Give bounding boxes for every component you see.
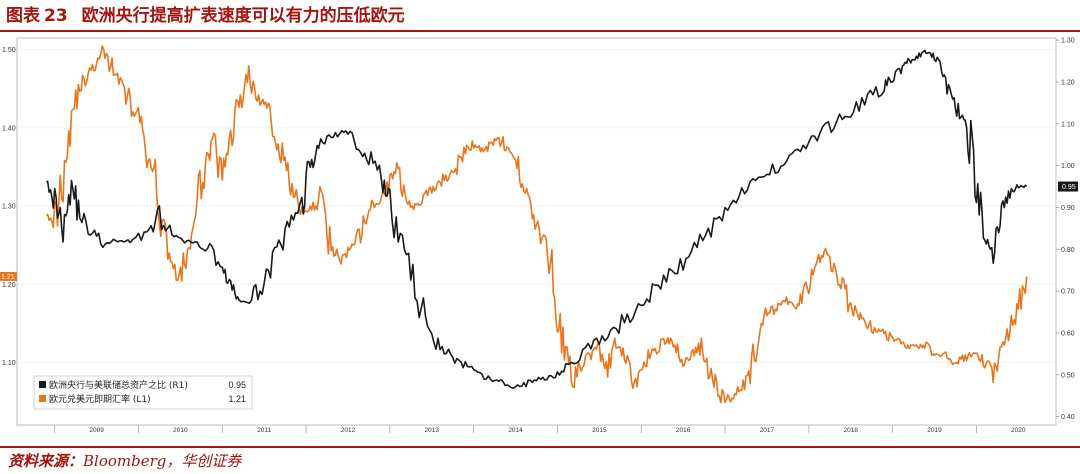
legend-box <box>33 375 253 410</box>
right-tick-label: 0.80 <box>1061 247 1075 254</box>
source-label: 资料来源： <box>8 452 84 470</box>
x-tick-label: 2013 <box>425 427 440 434</box>
right-tick-label: 0.50 <box>1061 372 1075 379</box>
x-axis: 2009 2010 2011 2012 2013 2014 2015 2016 2017 2018… <box>89 427 1026 434</box>
left-tick-label: 1.10 <box>2 360 16 367</box>
figure-label: 图表 <box>6 6 40 26</box>
x-tick-label: 2020 <box>1011 427 1026 434</box>
legend-swatch-eurusd <box>39 395 46 402</box>
right-tick-label: 0.40 <box>1061 414 1075 421</box>
x-tick-label: 2016 <box>676 427 691 434</box>
gridlines <box>17 49 1056 363</box>
right-marker-label: 0.95 <box>1062 184 1076 191</box>
series-line-ecb-fed-ratio <box>46 49 1028 389</box>
x-tick-label: 2011 <box>257 427 271 434</box>
year-separators <box>17 424 1056 433</box>
title-divider <box>0 30 1080 32</box>
x-tick-label: 2015 <box>592 427 607 434</box>
right-tick-label: 0.90 <box>1061 205 1075 212</box>
left-marker-badge <box>0 271 17 281</box>
legend-swatch-ecb-fed-ratio <box>39 381 46 388</box>
right-tick-label: 1.00 <box>1061 163 1075 170</box>
x-tick-label: 2012 <box>341 427 356 434</box>
x-tick-label: 2014 <box>508 427 523 434</box>
x-tick-label: 2010 <box>173 427 188 434</box>
left-tick-label: 1.20 <box>2 282 16 289</box>
left-marker-label: 1.21 <box>1 274 15 281</box>
right-axis: 1.30 1.20 1.10 1.00 0.90 0.80 0.70 0.60 0.50 0.40 <box>1056 38 1075 421</box>
legend-value-ecb-fed-ratio: 0.95 <box>228 380 246 390</box>
source-text: Bloomberg，华创证券 <box>83 452 242 470</box>
right-tick-label: 0.60 <box>1061 330 1075 337</box>
left-axis: 1.50 1.40 1.30 1.20 1.10 <box>2 47 16 367</box>
series-line-eurusd <box>45 45 1028 404</box>
left-tick-label: 1.30 <box>2 204 16 211</box>
figure-number: 23 <box>44 6 68 26</box>
x-tick-label: 2018 <box>843 427 858 434</box>
left-last-value-marker: 1.21 <box>0 271 17 281</box>
left-tick-label: 1.40 <box>2 125 16 132</box>
legend-label-eurusd: 欧元兑美元即期汇率 (L1) <box>49 393 151 405</box>
legend: 欧洲央行与美联储总资产之比 (R1) 0.95 欧元兑美元即期汇率 (L1) 1… <box>33 375 253 410</box>
source-note: 资料来源：Bloomberg，华创证券 <box>8 450 241 471</box>
x-tick-label: 2017 <box>760 427 775 434</box>
source-divider <box>0 446 1080 448</box>
legend-label-ecb-fed-ratio: 欧洲央行与美联储总资产之比 (R1) <box>49 379 188 391</box>
figure-title-text: 欧洲央行提高扩表速度可以有力的压低欧元 <box>81 6 405 26</box>
legend-value-eurusd: 1.21 <box>228 394 246 404</box>
right-tick-label: 0.70 <box>1061 289 1075 296</box>
x-tick-label: 2019 <box>927 427 942 434</box>
right-tick-label: 1.20 <box>1061 79 1075 86</box>
x-tick-label: 2009 <box>89 427 104 434</box>
figure-title: 图表 23 欧洲央行提高扩表速度可以有力的压低欧元 <box>6 4 405 28</box>
chart: 1.50 1.40 1.30 1.20 1.10 1.30 1.20 1.10 1.00 0.9… <box>0 32 1080 446</box>
right-tick-label: 1.30 <box>1061 38 1075 45</box>
right-marker-badge <box>1058 181 1078 192</box>
left-tick-label: 1.50 <box>2 47 16 54</box>
right-tick-label: 1.10 <box>1061 121 1075 128</box>
right-last-value-marker: 0.95 <box>1058 181 1078 192</box>
